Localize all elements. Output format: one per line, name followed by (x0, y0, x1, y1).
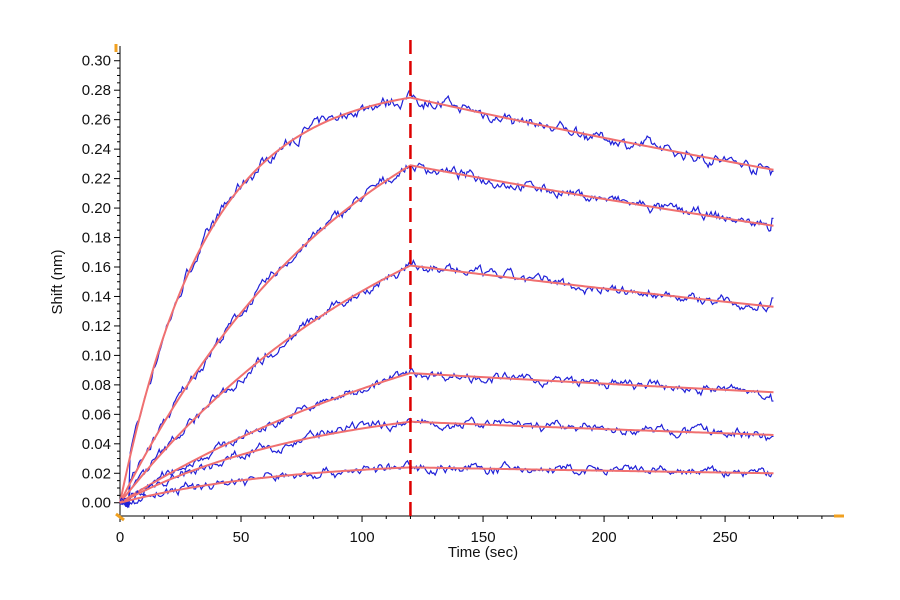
series-layer (119, 90, 774, 509)
y-axis-title: Shift (nm) (49, 249, 66, 314)
fit-curve (119, 420, 774, 504)
y-tick-label: 0.22 (82, 171, 111, 188)
ticks: 0 50 100 150 200 250 0.00 0.02 0.04 0.06 0.08 0.10 0… (82, 53, 823, 546)
y-tick-label: 0.26 (82, 112, 111, 129)
y-tick-label: 0.04 (82, 436, 111, 453)
data-trace (119, 416, 774, 507)
y-tick-label: 0.28 (82, 82, 111, 99)
x-tick-label: 50 (233, 529, 250, 546)
y-tick-label: 0.12 (82, 318, 111, 335)
y-tick-label: 0.16 (82, 259, 111, 276)
y-tick-label: 0.06 (82, 406, 111, 423)
x-tick-label: 0 (116, 529, 124, 546)
fit-curve (119, 164, 774, 504)
y-tick-label: 0.14 (82, 288, 111, 305)
y-tick-label: 0.20 (82, 200, 111, 217)
y-tick-label: 0.02 (82, 465, 111, 482)
corner-markers (114, 44, 844, 522)
axes (119, 46, 834, 517)
data-trace (119, 259, 774, 505)
fit-curve (119, 264, 774, 504)
x-tick-label: 100 (350, 529, 375, 546)
x-tick-label: 150 (471, 529, 496, 546)
corner-origin (115, 512, 125, 522)
y-tick-label: 0.24 (82, 141, 111, 158)
fit-curve (119, 372, 774, 504)
y-tick-label: 0.10 (82, 347, 111, 364)
y-tick-label: 0.00 (82, 495, 111, 512)
y-tick-label: 0.08 (82, 377, 111, 394)
data-trace (119, 162, 774, 508)
x-axis-title: Time (sec) (448, 544, 518, 561)
data-trace (119, 459, 774, 508)
fit-curve (119, 96, 774, 503)
x-tick-label: 250 (713, 529, 738, 546)
y-tick-label: 0.18 (82, 230, 111, 247)
y-tick-label: 0.30 (82, 53, 111, 70)
fit-curve (119, 466, 774, 504)
x-tick-label: 200 (592, 529, 617, 546)
